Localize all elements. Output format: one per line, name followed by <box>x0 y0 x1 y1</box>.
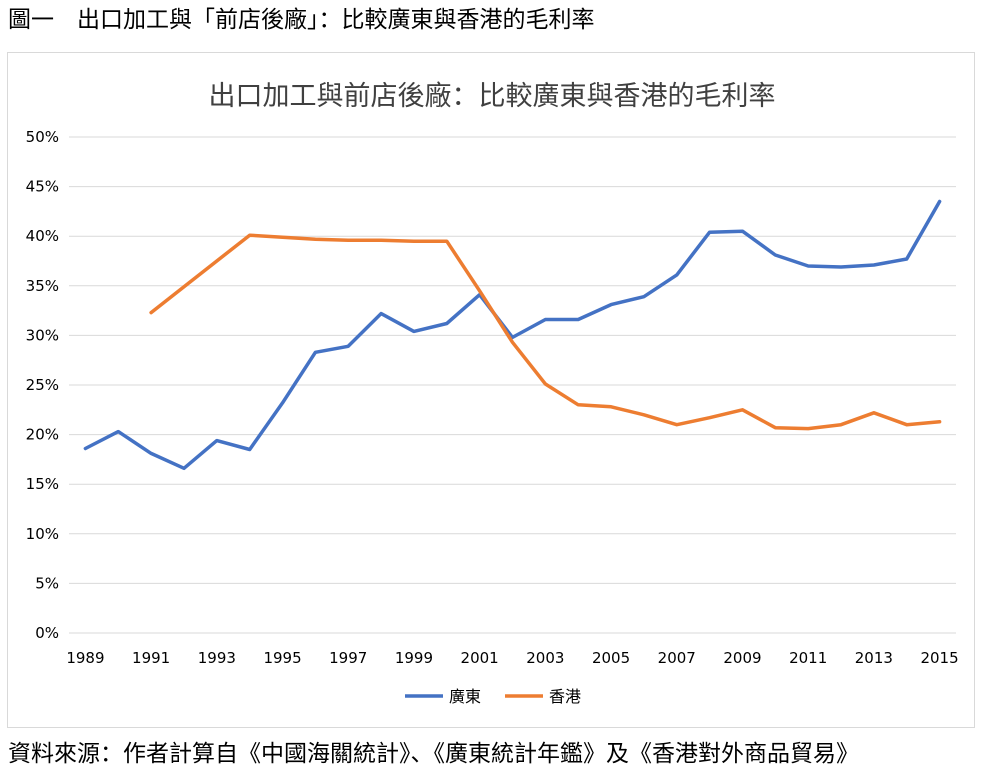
series-line-1 <box>83 199 942 471</box>
x-tick-label: 1999 <box>395 649 433 667</box>
x-tick-label: 1989 <box>66 649 104 667</box>
gridlines <box>69 136 956 634</box>
x-tick-label: 2009 <box>723 649 761 667</box>
y-axis-ticks: 0% 5% 10% 15% 20% 25% 30% 35% 40% 45% 50% <box>26 128 59 642</box>
figure-caption: 圖一 出口加工與「前店後廠」：比較廣東與香港的毛利率 <box>8 7 595 33</box>
legend: 廣東 香港 <box>405 687 581 706</box>
x-tick-label: 1997 <box>329 649 367 667</box>
y-tick-label: 20% <box>26 426 59 444</box>
legend-label-1: 廣東 <box>449 687 481 706</box>
x-axis-ticks: 1989 1991 1993 1995 1997 1999 2001 2003 2005 2007… <box>66 649 958 667</box>
x-tick-label: 1995 <box>263 649 301 667</box>
x-tick-label: 1991 <box>132 649 170 667</box>
legend-label-2: 香港 <box>549 687 581 706</box>
source-note: 資料來源：作者計算自《中國海關統計》、《廣東統計年鑑》及《香港對外商品貿易》 <box>8 741 859 767</box>
y-tick-label: 35% <box>26 277 59 295</box>
x-tick-label: 2013 <box>855 649 893 667</box>
line-chart: 出口加工與前店後廠：比較廣東與香港的毛利率 0% 5% 10% 15% 20% 25% 30… <box>26 81 959 706</box>
y-tick-label: 25% <box>26 376 59 394</box>
y-tick-label: 15% <box>26 475 59 493</box>
y-tick-label: 0% <box>35 624 59 642</box>
x-tick-label: 2015 <box>920 649 958 667</box>
y-tick-label: 50% <box>26 128 59 146</box>
y-tick-label: 40% <box>26 227 59 245</box>
x-tick-label: 2003 <box>526 649 564 667</box>
chart-title: 出口加工與前店後廠：比較廣東與香港的毛利率 <box>209 81 776 112</box>
series-lines <box>83 199 942 471</box>
x-tick-label: 2001 <box>461 649 499 667</box>
y-tick-label: 30% <box>26 326 59 344</box>
y-tick-label: 5% <box>35 574 59 592</box>
y-tick-label: 10% <box>26 525 59 543</box>
x-tick-label: 1993 <box>198 649 236 667</box>
x-tick-label: 2005 <box>592 649 630 667</box>
series-line-2 <box>149 233 942 431</box>
x-tick-label: 2011 <box>789 649 827 667</box>
x-tick-label: 2007 <box>658 649 696 667</box>
chart-area: 出口加工與前店後廠：比較廣東與香港的毛利率 0% 5% 10% 15% 20% 25% 30… <box>7 52 975 728</box>
y-tick-label: 45% <box>26 178 59 196</box>
